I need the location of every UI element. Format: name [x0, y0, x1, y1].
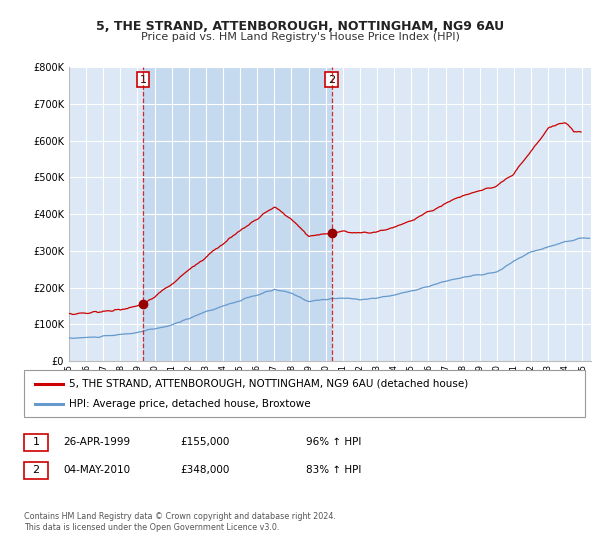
- Text: £348,000: £348,000: [180, 465, 229, 475]
- Text: 1: 1: [32, 437, 40, 447]
- Text: Price paid vs. HM Land Registry's House Price Index (HPI): Price paid vs. HM Land Registry's House …: [140, 32, 460, 43]
- Text: 1: 1: [139, 74, 146, 85]
- Text: 26-APR-1999: 26-APR-1999: [63, 437, 130, 447]
- Text: HPI: Average price, detached house, Broxtowe: HPI: Average price, detached house, Brox…: [69, 399, 311, 409]
- Text: £155,000: £155,000: [180, 437, 229, 447]
- Bar: [143, 67, 332, 361]
- Text: 04-MAY-2010: 04-MAY-2010: [63, 465, 130, 475]
- Text: 2: 2: [32, 465, 40, 475]
- Text: 96% ↑ HPI: 96% ↑ HPI: [306, 437, 361, 447]
- Text: 83% ↑ HPI: 83% ↑ HPI: [306, 465, 361, 475]
- Text: Contains HM Land Registry data © Crown copyright and database right 2024.
This d: Contains HM Land Registry data © Crown c…: [24, 512, 336, 532]
- Text: 2: 2: [328, 74, 335, 85]
- Text: 5, THE STRAND, ATTENBOROUGH, NOTTINGHAM, NG9 6AU (detached house): 5, THE STRAND, ATTENBOROUGH, NOTTINGHAM,…: [69, 379, 468, 389]
- Text: 5, THE STRAND, ATTENBOROUGH, NOTTINGHAM, NG9 6AU: 5, THE STRAND, ATTENBOROUGH, NOTTINGHAM,…: [96, 20, 504, 32]
